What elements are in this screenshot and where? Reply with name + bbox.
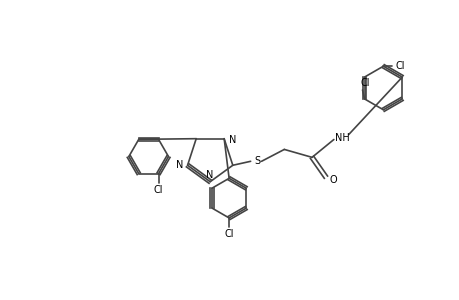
Text: Cl: Cl (360, 78, 369, 88)
Text: Cl: Cl (224, 229, 233, 239)
Text: Cl: Cl (153, 184, 163, 194)
Text: O: O (328, 175, 336, 185)
Text: N: N (229, 135, 236, 145)
Text: Cl: Cl (395, 61, 404, 71)
Text: S: S (254, 156, 260, 166)
Text: N: N (176, 160, 183, 170)
Text: N: N (206, 170, 213, 180)
Text: NH: NH (335, 133, 349, 142)
